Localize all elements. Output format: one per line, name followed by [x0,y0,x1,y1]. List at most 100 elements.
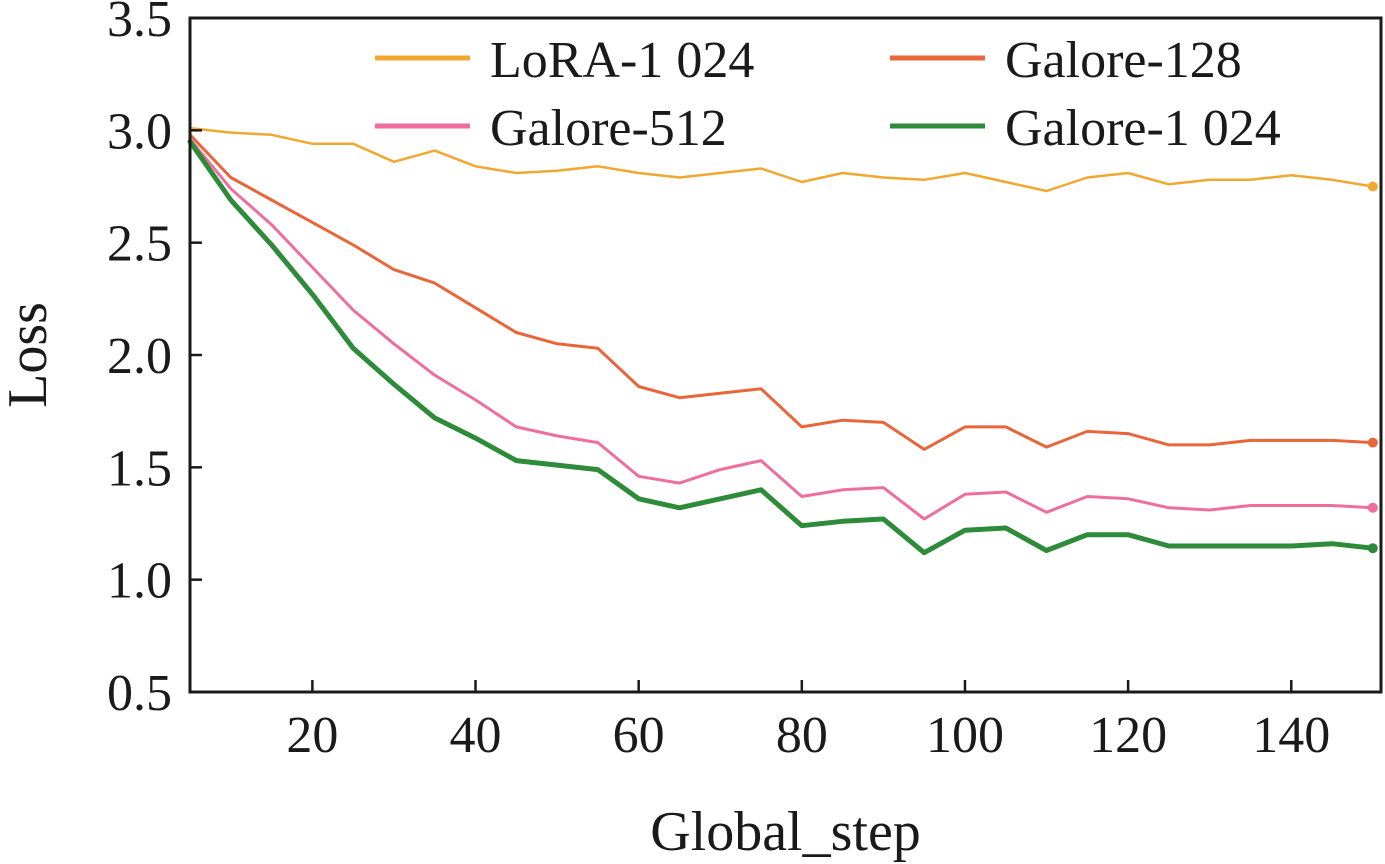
data-point [882,486,885,489]
series-0 [188,126,1378,193]
data-point [1045,549,1048,552]
data-point [352,309,354,311]
data-point [1004,527,1007,529]
data-point [637,475,640,478]
data-point [882,176,885,179]
data-point [923,448,925,451]
data-point [841,172,844,174]
data-point [760,459,762,462]
data-point [1086,533,1089,536]
data-point [1045,446,1048,448]
y-tick-label: 2.5 [107,216,172,273]
data-point [352,143,354,145]
legend-label: Galore-512 [490,100,727,157]
data-point [923,518,925,520]
data-point [1331,542,1333,545]
data-point [556,464,558,466]
data-point [1367,437,1378,448]
data-point [474,307,477,309]
data-point [1045,511,1048,514]
series-1 [188,133,1378,451]
y-tick-label: 3.0 [107,103,172,160]
x-tick-label: 100 [926,707,1004,764]
data-point [1004,491,1007,493]
data-point [433,149,436,152]
data-point [393,268,395,271]
data-point [1367,502,1378,513]
data-point [1249,178,1252,181]
data-point [801,524,803,527]
data-point [393,383,395,386]
data-point [964,493,966,496]
data-point [1331,178,1333,181]
x-tick-label: 20 [286,707,338,764]
data-point [352,347,354,350]
data-point [637,172,640,174]
data-point [678,482,681,484]
data-point [964,426,966,428]
data-point [433,417,436,419]
data-point [1367,543,1378,554]
data-point [597,347,599,350]
data-point [678,396,681,399]
data-point [801,495,803,498]
x-tick-label: 40 [450,707,502,764]
data-point [1290,439,1293,442]
data-point [1249,439,1252,442]
data-point [1168,444,1170,446]
data-point [964,172,966,174]
data-point [270,223,273,226]
data-point [229,199,232,201]
data-point [801,426,803,428]
data-point [637,497,640,500]
data-point [515,172,518,174]
data-point [1290,545,1293,547]
legend-item: Galore-128 [890,32,1242,89]
data-point [270,199,273,201]
data-point [311,293,314,296]
tick-layer: 20 40 60 80 100 120 140 0.5 1.0 1.5 2.0 2.5 3.0 3.5 [107,0,1330,764]
x-tick-label: 140 [1252,707,1330,764]
data-point [311,221,314,224]
data-point [1004,426,1007,428]
data-point [1086,176,1089,179]
data-point [311,266,314,269]
data-point [841,489,844,491]
legend-item: Galore-512 [375,100,727,157]
data-point [923,551,925,554]
data-point [474,437,477,439]
data-point [474,399,477,401]
data-point [1331,504,1333,507]
data-point [556,435,558,437]
data-point [841,419,844,421]
series-line [187,139,1376,556]
data-point [923,178,925,181]
data-point [801,181,803,183]
data-point [1208,444,1211,446]
y-tick-label: 1.5 [107,440,172,497]
data-point [433,282,436,284]
data-point [1168,545,1170,547]
legend-label: LoRA-1 024 [490,32,754,89]
data-point [1168,506,1170,509]
series-layer [187,126,1378,556]
data-point [311,143,314,145]
data-point [719,392,722,394]
data-point [678,506,681,509]
plot-frame [188,16,1383,694]
data-point [719,497,722,500]
data-point [760,489,762,491]
y-axis-title: Loss [0,302,59,408]
series-3 [187,139,1378,556]
data-point [597,468,599,471]
data-point [1168,183,1170,186]
data-point [964,529,966,532]
data-point [229,187,232,190]
data-point [1208,545,1211,547]
legend-item: Galore-1 024 [890,100,1281,157]
x-tick-label: 60 [613,707,665,764]
data-point [1290,504,1293,507]
data-point [1086,495,1089,498]
legend-label: Galore-1 024 [1005,100,1281,157]
